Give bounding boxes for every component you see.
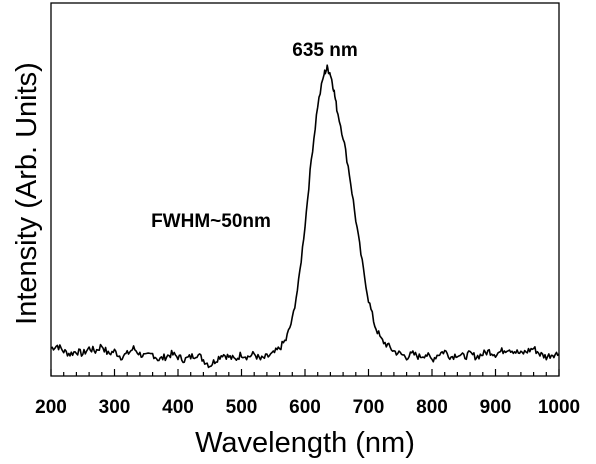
x-tick-label: 600 [289, 397, 321, 418]
x-tick-label: 200 [35, 397, 67, 418]
spectrum-line [50, 64, 560, 369]
x-tick-label: 700 [353, 397, 385, 418]
peak-annotation: 635 nm [292, 40, 357, 61]
x-tick-label: 300 [99, 397, 131, 418]
x-axis-tick-labels: 200 300 400 500 600 700 800 900 1000 [35, 397, 580, 418]
y-axis-title: Intensity (Arb. Units) [11, 62, 43, 325]
x-axis-title: Wavelength (nm) [195, 427, 415, 459]
x-tick-label: 1000 [538, 397, 580, 418]
x-axis-ticks [50, 369, 560, 376]
x-tick-label: 400 [162, 397, 194, 418]
x-tick-label: 900 [480, 397, 512, 418]
x-tick-label: 800 [416, 397, 448, 418]
fwhm-annotation: FWHM~50nm [151, 211, 271, 232]
x-tick-label: 500 [226, 397, 258, 418]
